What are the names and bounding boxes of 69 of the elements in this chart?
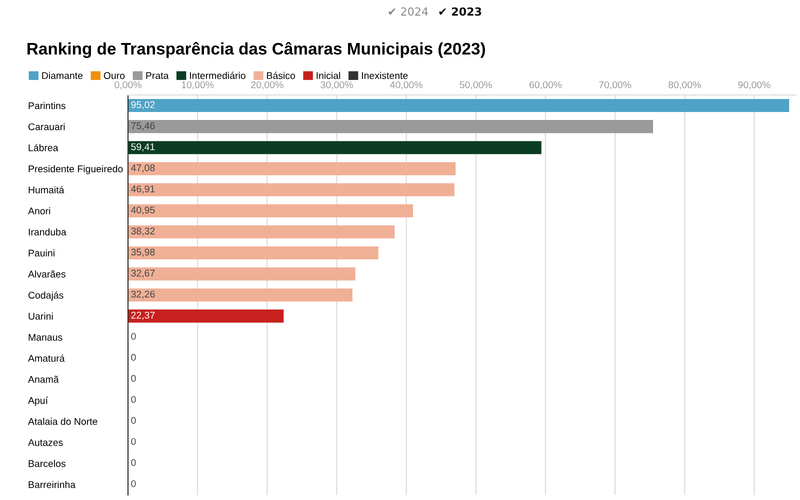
data-label: 0 bbox=[131, 438, 136, 445]
legend-label: Diamante bbox=[42, 72, 83, 80]
text: ✔ 2024 bbox=[388, 7, 428, 16]
x-tick-label: 50,00% bbox=[460, 81, 492, 90]
y-tick-label: Alvarães bbox=[28, 270, 66, 278]
x-tick-label: 90,00% bbox=[738, 81, 770, 90]
bar bbox=[128, 267, 356, 280]
y-tick-label: Anori bbox=[28, 207, 50, 214]
data-label: 95,02 bbox=[131, 101, 155, 110]
legend-label: Inexistente bbox=[362, 72, 408, 80]
y-tick-label: Carauari bbox=[28, 123, 65, 130]
data-label: 0 bbox=[131, 417, 136, 424]
bar bbox=[128, 99, 790, 112]
y-tick-label: Codajás bbox=[28, 291, 64, 301]
y-tick-label: Iranduba bbox=[28, 228, 66, 236]
data-label: 0 bbox=[131, 480, 136, 488]
data-label: 59,41 bbox=[131, 143, 155, 152]
data-label: 0 bbox=[131, 332, 136, 340]
bar bbox=[128, 246, 378, 260]
y-tick-label: Pauini bbox=[28, 249, 54, 257]
y-tick-label: Amaturá bbox=[28, 354, 65, 362]
legend-label: Prata bbox=[146, 72, 169, 80]
y-tick-label: Barcelos bbox=[28, 460, 66, 468]
y-tick-label: Humaitá bbox=[28, 186, 64, 194]
data-label: 40,95 bbox=[131, 206, 155, 215]
bar bbox=[128, 183, 454, 196]
x-tick-label: 10,00% bbox=[182, 81, 214, 90]
data-label: 0 bbox=[131, 459, 136, 466]
y-tick-label: Presidente Figueiredo bbox=[28, 165, 123, 174]
x-tick-label: 60,00% bbox=[530, 81, 562, 90]
data-label: 75,46 bbox=[131, 122, 155, 130]
data-label: 35,98 bbox=[131, 248, 155, 257]
bar bbox=[128, 162, 456, 176]
y-tick-label: Anamã bbox=[28, 376, 59, 383]
x-tick-label: 30,00% bbox=[320, 81, 353, 90]
legend-label: Inicial bbox=[316, 72, 340, 80]
y-tick-label: Atalaia do Norte bbox=[28, 418, 98, 425]
data-label: 47,08 bbox=[131, 164, 155, 172]
bar bbox=[128, 204, 413, 218]
bar bbox=[128, 120, 654, 134]
data-label: 22,37 bbox=[131, 312, 155, 320]
chart-title: Ranking de Transparência das Câmaras Municipais (2023) bbox=[28, 42, 486, 58]
y-tick-label: Uarini bbox=[28, 312, 53, 320]
y-tick-label: Parintins bbox=[28, 102, 66, 110]
data-label: 0 bbox=[131, 354, 136, 361]
legend-label: Ouro bbox=[104, 72, 125, 80]
legend-label: Básico bbox=[267, 72, 296, 80]
y-tick-label: Barreirinha bbox=[28, 480, 76, 488]
x-tick-label: 70,00% bbox=[599, 81, 632, 90]
text: ✔ 2023 bbox=[439, 7, 482, 16]
y-tick-label: Manaus bbox=[28, 334, 62, 341]
data-label: 38,32 bbox=[131, 228, 155, 236]
x-tick-label: 40,00% bbox=[390, 81, 422, 90]
bar bbox=[128, 225, 395, 238]
bar bbox=[128, 141, 542, 154]
x-tick-label: 80,00% bbox=[668, 81, 701, 90]
bar bbox=[128, 288, 352, 302]
y-tick-label: Lábrea bbox=[28, 144, 58, 152]
data-label: 46,91 bbox=[131, 185, 155, 194]
x-tick-label: 20,00% bbox=[251, 81, 284, 90]
legend-label: Intermediário bbox=[190, 72, 246, 80]
y-tick-label: Apuí bbox=[28, 396, 48, 406]
data-label: 32,67 bbox=[131, 270, 155, 278]
data-label: 32,26 bbox=[131, 290, 155, 299]
data-label: 0 bbox=[131, 374, 136, 382]
bar bbox=[128, 310, 284, 323]
y-tick-label: Autazes bbox=[28, 439, 63, 446]
x-tick-label: 0,00% bbox=[114, 81, 142, 90]
data-label: 0 bbox=[131, 396, 136, 403]
